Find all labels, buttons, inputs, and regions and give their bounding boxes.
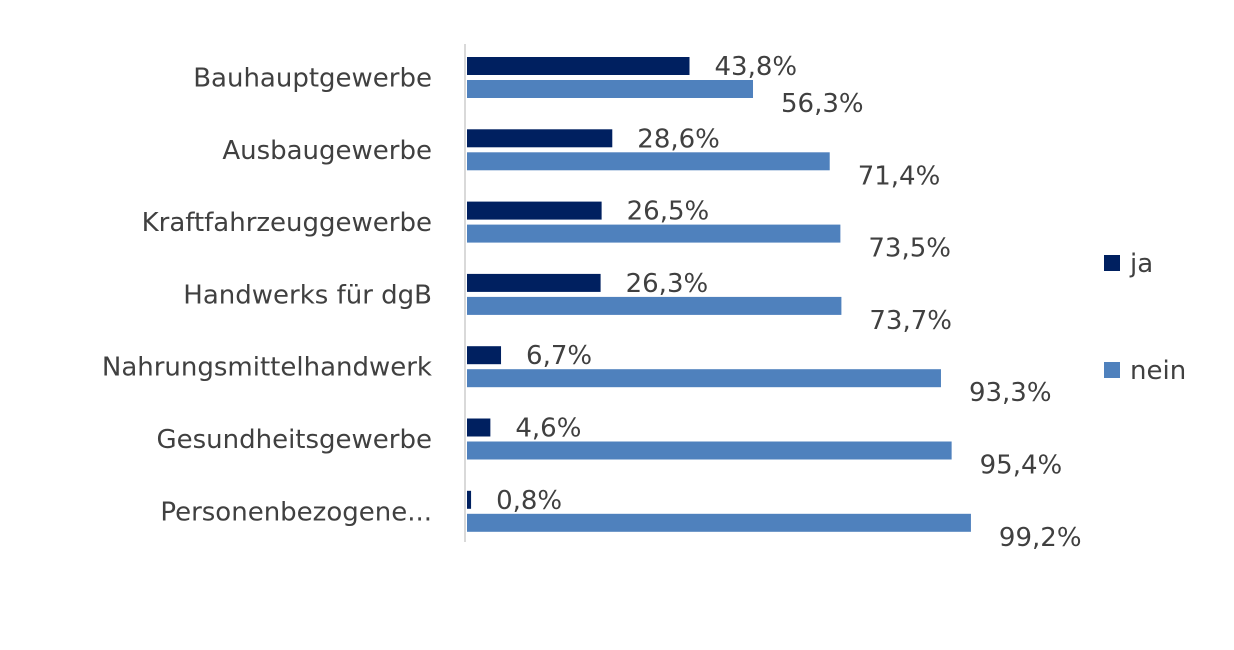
data-label-nein: 99,2%: [999, 523, 1082, 553]
data-label-ja: 0,8%: [496, 486, 562, 516]
category-label: Ausbaugewerbe: [222, 136, 432, 166]
data-label-ja: 4,6%: [515, 414, 581, 444]
bar-ja: [467, 490, 472, 509]
bar-nein: [467, 224, 841, 243]
category-label: Nahrungsmittelhandwerk: [102, 353, 432, 383]
data-label-nein: 71,4%: [858, 161, 941, 191]
data-label-ja: 6,7%: [526, 341, 592, 371]
bar-ja: [467, 129, 613, 148]
bar-ja: [467, 418, 491, 437]
bar-ja: [467, 57, 690, 75]
legend-label-nein: nein: [1130, 356, 1186, 386]
bar-nein: [467, 80, 754, 98]
bar-nein: [467, 441, 952, 460]
data-label-ja: 28,6%: [637, 124, 720, 154]
legend-swatch-ja: [1104, 255, 1120, 271]
data-label-ja: 26,3%: [626, 269, 709, 299]
data-label-ja: 43,8%: [715, 52, 798, 82]
bar-ja: [467, 201, 602, 220]
legend-swatch-nein: [1104, 362, 1120, 378]
data-label-nein: 95,4%: [980, 451, 1063, 481]
category-label: Gesundheitsgewerbe: [156, 425, 432, 455]
bar-nein: [467, 296, 842, 315]
bar-ja: [467, 273, 601, 292]
category-label: Handwerks für dgB: [183, 280, 432, 310]
data-label-ja: 26,5%: [627, 197, 710, 227]
bar-ja: [467, 346, 502, 365]
category-label: Bauhauptgewerbe: [193, 64, 432, 94]
data-label-nein: 73,7%: [869, 306, 952, 336]
category-label: Kraftfahrzeuggewerbe: [142, 208, 432, 238]
data-label-nein: 73,5%: [868, 234, 951, 264]
data-label-nein: 93,3%: [969, 378, 1052, 408]
data-label-nein: 56,3%: [781, 89, 864, 119]
bar-nein: [467, 369, 941, 388]
category-label: Personenbezogene...: [160, 497, 432, 527]
legend-label-ja: ja: [1129, 249, 1153, 279]
bar-nein: [467, 152, 830, 171]
bar-nein: [467, 513, 971, 532]
